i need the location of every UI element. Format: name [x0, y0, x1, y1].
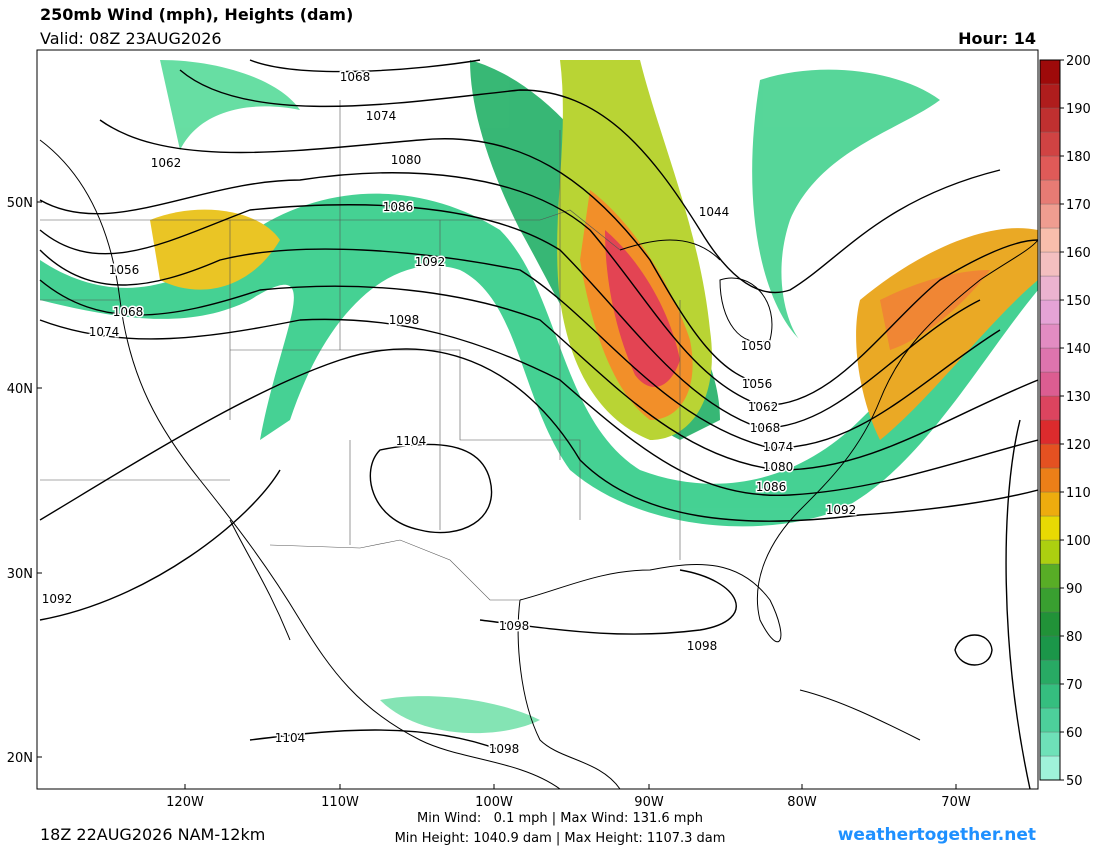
contour-label: 1044 — [699, 205, 730, 219]
contour-label: 1092 — [42, 592, 73, 606]
colorbar-label: 130 — [1066, 390, 1091, 405]
colorbar-label: 180 — [1066, 150, 1091, 165]
latitude-label: 50N — [7, 196, 33, 211]
model-run: 18Z 22AUG2026 NAM-12km — [40, 825, 265, 844]
height-contours — [39, 59, 1038, 789]
colorbar-swatch — [1039, 707, 1061, 733]
contour-label: 1050 — [741, 339, 772, 353]
colorbar-swatch — [1039, 347, 1061, 373]
contour-label: 1062 — [748, 400, 779, 414]
colorbar-label: 160 — [1066, 246, 1091, 261]
contour-label: 1068 — [340, 70, 371, 84]
longitude-label: 110W — [321, 795, 359, 810]
colorbar-swatch — [1039, 731, 1061, 757]
colorbar-swatch — [1039, 179, 1061, 205]
colorbar-label: 110 — [1066, 486, 1091, 501]
longitude-label: 90W — [634, 795, 664, 810]
contour-label: 1056 — [109, 263, 140, 277]
colorbar-swatch — [1039, 539, 1061, 565]
contour-label: 1074 — [366, 109, 397, 123]
colorbar-swatch — [1039, 203, 1061, 229]
colorbar-swatch — [1039, 323, 1061, 349]
colorbar-swatch — [1039, 491, 1061, 517]
colorbar-label: 170 — [1066, 198, 1091, 213]
colorbar-label: 120 — [1066, 438, 1091, 453]
latitude-label: 40N — [7, 382, 33, 397]
colorbar-swatch — [1039, 443, 1061, 469]
colorbar-label: 70 — [1066, 678, 1083, 693]
contour-label: 1074 — [89, 325, 120, 339]
colorbar-swatch — [1039, 515, 1061, 541]
valid-time: Valid: 08Z 23AUG2026 — [40, 29, 222, 48]
wind-shading — [40, 60, 1038, 734]
colorbar-swatch — [1039, 659, 1061, 685]
contour-label: 1098 — [499, 619, 530, 633]
colorbar-swatch — [1039, 563, 1061, 589]
colorbar-swatch — [1039, 635, 1061, 661]
contour-label: 1056 — [742, 377, 773, 391]
contour-label: 1098 — [489, 742, 520, 756]
longitude-label: 120W — [166, 795, 204, 810]
colorbar-swatch — [1039, 227, 1061, 253]
contour-label: 1068 — [750, 421, 781, 435]
contour-label: 1080 — [763, 460, 794, 474]
colorbar-swatch — [1039, 131, 1061, 157]
contour-label: 1104 — [275, 731, 306, 745]
colorbar-label: 100 — [1066, 534, 1091, 549]
colorbar-swatch — [1039, 251, 1061, 277]
colorbar-swatch — [1039, 83, 1061, 109]
map: 1068 1074 1062 1080 1086 1092 1098 1056 1068 1074… — [37, 50, 1038, 789]
contour-label: 1080 — [391, 153, 422, 167]
contour-label: 1086 — [756, 480, 787, 494]
forecast-hour: Hour: 14 — [958, 29, 1036, 48]
colorbar-swatch — [1039, 275, 1061, 301]
contour-label: 1074 — [763, 440, 794, 454]
coastlines — [39, 139, 1038, 789]
colorbar-frame — [1039, 59, 1061, 781]
longitude-label: 70W — [941, 795, 971, 810]
colorbar-label: 80 — [1066, 630, 1083, 645]
contour-label: 1068 — [113, 305, 144, 319]
map-frame — [36, 49, 1039, 790]
site-credit[interactable]: weathertogether.net — [838, 825, 1036, 845]
colorbar-swatch — [1039, 395, 1061, 421]
colorbar-swatch — [1039, 419, 1061, 445]
contour-label: 1086 — [383, 200, 414, 214]
title: 250mb Wind (mph), Heights (dam) — [40, 5, 353, 24]
wind-stats: Min Wind: 0.1 mph | Max Wind: 131.6 mph — [417, 811, 703, 826]
colorbar-swatch — [1039, 299, 1061, 325]
colorbar-label: 200 — [1066, 54, 1091, 69]
height-stats: Min Height: 1040.9 dam | Max Height: 110… — [395, 831, 726, 846]
contour-label: 1104 — [396, 434, 427, 448]
contour-label: 1098 — [687, 639, 718, 653]
colorbar-swatch — [1039, 59, 1061, 85]
latitude-label: 30N — [7, 567, 33, 582]
contour-label: 1098 — [389, 313, 420, 327]
contour-label: 1092 — [415, 255, 446, 269]
contour-label: 1062 — [151, 156, 182, 170]
colorbar-label: 150 — [1066, 294, 1091, 309]
colorbar-swatch — [1039, 467, 1061, 493]
colorbar-label: 90 — [1066, 582, 1083, 597]
colorbar-label: 190 — [1066, 102, 1091, 117]
colorbar-swatch — [1039, 371, 1061, 397]
colorbar-swatch — [1039, 611, 1061, 637]
colorbar-swatch — [1039, 755, 1061, 781]
colorbar-label: 60 — [1066, 726, 1083, 741]
contour-label: 1092 — [826, 503, 857, 517]
colorbar-swatch — [1039, 107, 1061, 133]
colorbar-label: 140 — [1066, 342, 1091, 357]
longitude-label: 80W — [787, 795, 817, 810]
colorbar-label: 50 — [1066, 774, 1083, 789]
longitude-label: 100W — [475, 795, 513, 810]
latitude-label: 20N — [7, 751, 33, 766]
colorbar-swatch — [1039, 155, 1061, 181]
colorbar-swatch — [1039, 683, 1061, 709]
colorbar-swatch — [1039, 587, 1061, 613]
